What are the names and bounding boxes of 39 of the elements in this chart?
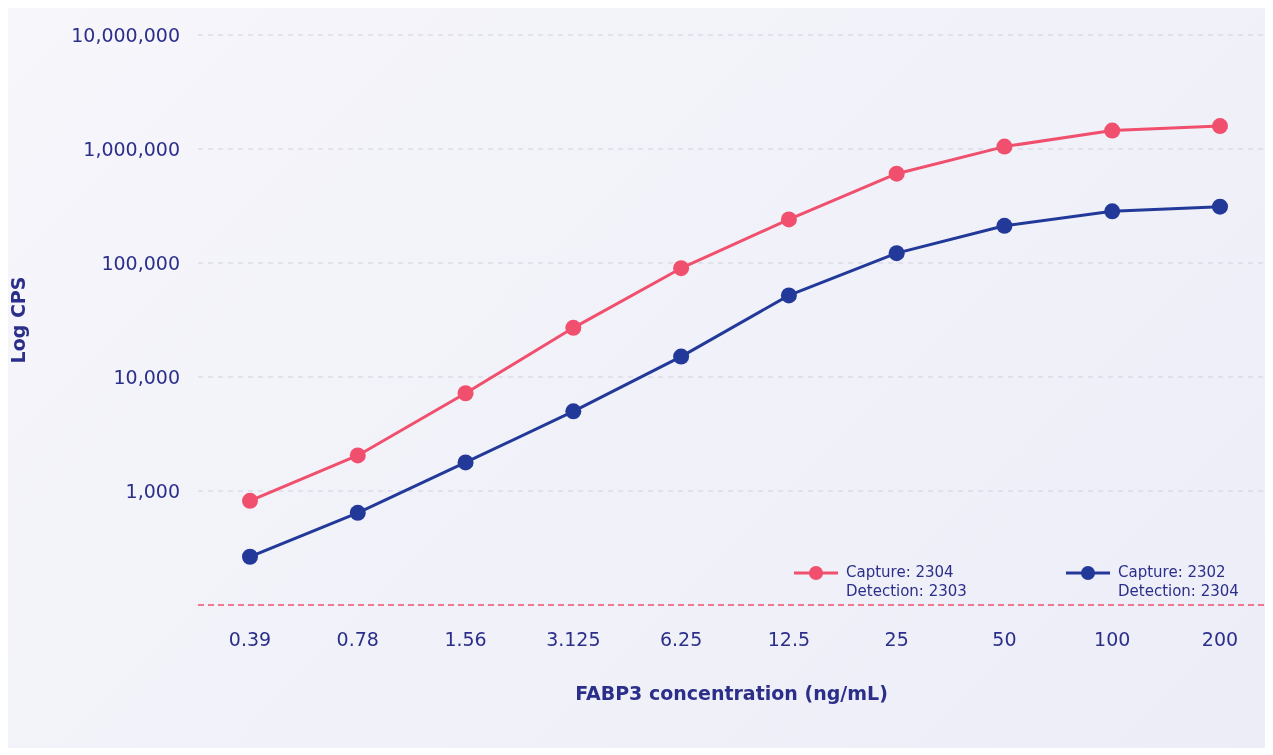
y-axis-title: Log CPS bbox=[6, 276, 29, 364]
x-axis-title: FABP3 concentration (ng/mL) bbox=[575, 682, 888, 704]
point bbox=[888, 245, 905, 262]
point bbox=[349, 447, 366, 464]
x-tick-label: 3.125 bbox=[546, 628, 601, 651]
x-tick-label: 100 bbox=[1094, 628, 1131, 651]
y-tick-label: 10,000 bbox=[113, 365, 180, 388]
point bbox=[349, 504, 366, 521]
x-tick-label: 6.25 bbox=[659, 628, 703, 651]
point bbox=[780, 287, 797, 304]
y-tick-label: 1,000,000 bbox=[83, 137, 180, 160]
point bbox=[996, 138, 1013, 155]
point bbox=[457, 454, 474, 471]
point bbox=[565, 403, 582, 420]
y-tick-label: 10,000,000 bbox=[71, 23, 180, 46]
point bbox=[996, 217, 1013, 234]
x-tick-label: 200 bbox=[1201, 628, 1239, 651]
point bbox=[242, 492, 258, 509]
point bbox=[780, 211, 797, 228]
x-tick-label: 12.5 bbox=[767, 628, 811, 651]
point bbox=[1212, 118, 1228, 135]
legend-label: Capture: 2304 Detection: 2303 bbox=[846, 563, 968, 601]
point bbox=[565, 319, 582, 336]
point bbox=[457, 385, 474, 402]
y-tick-label: 100,000 bbox=[101, 251, 180, 274]
point bbox=[1104, 203, 1121, 220]
point bbox=[1212, 198, 1228, 215]
y-tick-label: 1,000 bbox=[125, 479, 180, 502]
x-tick-label: 0.78 bbox=[336, 628, 379, 651]
point bbox=[673, 260, 690, 277]
point bbox=[673, 348, 690, 365]
x-tick-label: 0.39 bbox=[228, 628, 272, 651]
legend-label: Capture: 2302 Detection: 2304 bbox=[1118, 563, 1240, 601]
x-tick-label: 25 bbox=[884, 628, 909, 651]
point bbox=[242, 548, 258, 565]
x-tick-label: 1.56 bbox=[444, 628, 487, 651]
point bbox=[1104, 122, 1121, 139]
x-tick-label: 50 bbox=[992, 628, 1017, 651]
point bbox=[888, 165, 905, 182]
